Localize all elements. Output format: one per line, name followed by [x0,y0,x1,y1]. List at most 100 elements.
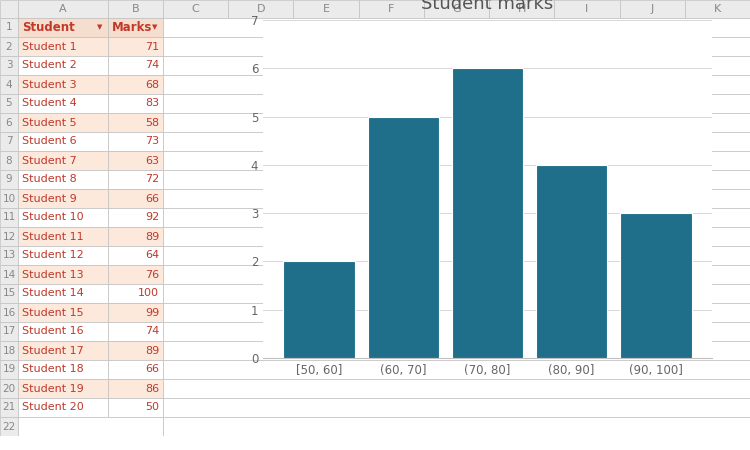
Text: Student 1: Student 1 [22,41,76,51]
Bar [0,170,18,189]
Text: 99: 99 [145,307,159,318]
Text: 3: 3 [6,60,12,71]
Bar [163,341,750,360]
Bar [163,398,750,417]
Bar [163,0,228,18]
Text: D: D [256,4,265,14]
Bar [0,398,18,417]
Text: 19: 19 [2,364,16,374]
Bar [0,379,18,398]
Text: ▼: ▼ [152,24,157,31]
Text: 15: 15 [2,288,16,298]
Bar [163,322,750,341]
Bar [18,284,108,303]
Bar [620,213,692,358]
Text: 6: 6 [6,117,12,127]
Bar [0,132,18,151]
Bar [18,360,108,379]
Text: 2: 2 [6,41,12,51]
Bar [108,94,163,113]
Text: 9: 9 [6,175,12,184]
Bar [228,0,293,18]
Title: Student marks: Student marks [422,0,554,13]
Bar [0,436,750,450]
Bar [18,132,108,151]
Text: 4: 4 [6,80,12,90]
Text: Student 11: Student 11 [22,231,84,242]
Bar [18,170,108,189]
Text: 73: 73 [145,136,159,147]
Text: C: C [192,4,200,14]
Bar [18,113,108,132]
Bar [163,18,750,37]
Bar [163,284,750,303]
Text: 76: 76 [145,270,159,279]
Bar [18,56,108,75]
Text: Student 4: Student 4 [22,99,76,108]
Text: Student 20: Student 20 [22,402,84,413]
Bar [0,227,18,246]
Text: G: G [452,4,460,14]
Bar [108,37,163,56]
Bar [108,379,163,398]
Text: Student 3: Student 3 [22,80,76,90]
Bar [18,75,108,94]
Text: A: A [59,4,67,14]
Text: 13: 13 [2,251,16,261]
Bar [0,360,18,379]
Bar [0,56,18,75]
Bar [452,68,524,358]
Text: Student 16: Student 16 [22,327,84,337]
Bar [108,208,163,227]
Bar [163,75,750,94]
Bar [685,0,750,18]
Bar [424,0,489,18]
Bar [0,284,18,303]
Text: Student 6: Student 6 [22,136,76,147]
Text: 17: 17 [2,327,16,337]
Bar [18,322,108,341]
Text: 89: 89 [145,346,159,356]
Bar [108,227,163,246]
Bar [0,417,18,436]
Text: 14: 14 [2,270,16,279]
Bar [0,151,18,170]
Bar [18,303,108,322]
Text: B: B [132,4,140,14]
Bar [18,341,108,360]
Bar [0,94,18,113]
Bar [108,75,163,94]
Bar [108,398,163,417]
Bar [108,246,163,265]
Text: Marks: Marks [112,21,152,34]
Text: 89: 89 [145,231,159,242]
Text: Student 2: Student 2 [22,60,76,71]
Text: E: E [322,4,329,14]
Text: F: F [388,4,394,14]
Bar [18,151,108,170]
Text: Student 18: Student 18 [22,364,84,374]
Text: 92: 92 [145,212,159,222]
Bar [0,18,18,37]
Text: Student 19: Student 19 [22,383,84,393]
Text: 68: 68 [145,80,159,90]
Bar [0,341,18,360]
Bar [163,151,750,170]
Text: 5: 5 [6,99,12,108]
Text: Student 5: Student 5 [22,117,76,127]
Bar [18,265,108,284]
Text: 66: 66 [145,364,159,374]
Text: 20: 20 [2,383,16,393]
Text: 72: 72 [145,175,159,184]
Text: 16: 16 [2,307,16,318]
Text: 58: 58 [145,117,159,127]
Text: Student 13: Student 13 [22,270,84,279]
Text: 10: 10 [2,194,16,203]
Bar [18,227,108,246]
Text: Student 8: Student 8 [22,175,76,184]
Text: 83: 83 [145,99,159,108]
Text: 7: 7 [6,136,12,147]
Text: 64: 64 [145,251,159,261]
Bar [108,265,163,284]
Bar [620,0,685,18]
